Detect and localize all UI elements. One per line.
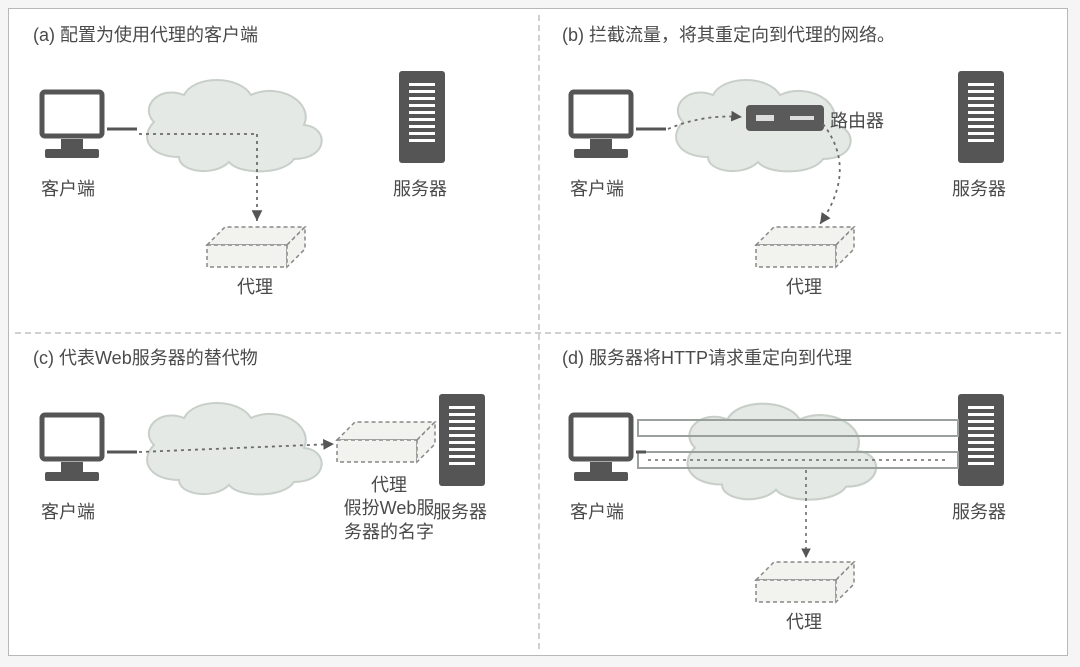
client-label: 客户端 — [41, 175, 95, 201]
router-label: 路由器 — [830, 107, 884, 133]
proxy-label: 代理 — [786, 608, 822, 634]
panel-d: (d) 服务器将HTTP请求重定向到代理 客户端 服务器 代理 — [538, 332, 1067, 655]
panel-c: (c) 代表Web服务器的替代物 客户端 服务器 代理 假扮Web服务器的名字 — [9, 332, 538, 655]
proxy-label: 代理 — [237, 273, 273, 299]
client-label: 客户端 — [41, 498, 95, 524]
client-label: 客户端 — [570, 175, 624, 201]
proxy-label: 代理 — [339, 474, 439, 497]
client-label: 客户端 — [570, 498, 624, 524]
server-label: 服务器 — [433, 498, 487, 524]
panel-a: (a) 配置为使用代理的客户端 客户端 服务器 代理 — [9, 9, 538, 332]
panel-b: (b) 拦截流量，将其重定向到代理的网络。 客户端 服务器 路由器 代理 — [538, 9, 1067, 332]
server-label: 服务器 — [952, 498, 1006, 524]
server-label: 服务器 — [952, 175, 1006, 201]
server-label: 服务器 — [393, 175, 447, 201]
proxy-subtitle: 假扮Web服务器的名字 — [339, 497, 439, 544]
diagram-frame: (a) 配置为使用代理的客户端 客户端 服务器 代理 (b) 拦截流量，将其重定… — [8, 8, 1068, 656]
proxy-label-block: 代理 假扮Web服务器的名字 — [339, 474, 439, 544]
proxy-label: 代理 — [786, 273, 822, 299]
panel-a-arrows — [9, 9, 539, 339]
panel-c-arrows — [9, 332, 539, 662]
